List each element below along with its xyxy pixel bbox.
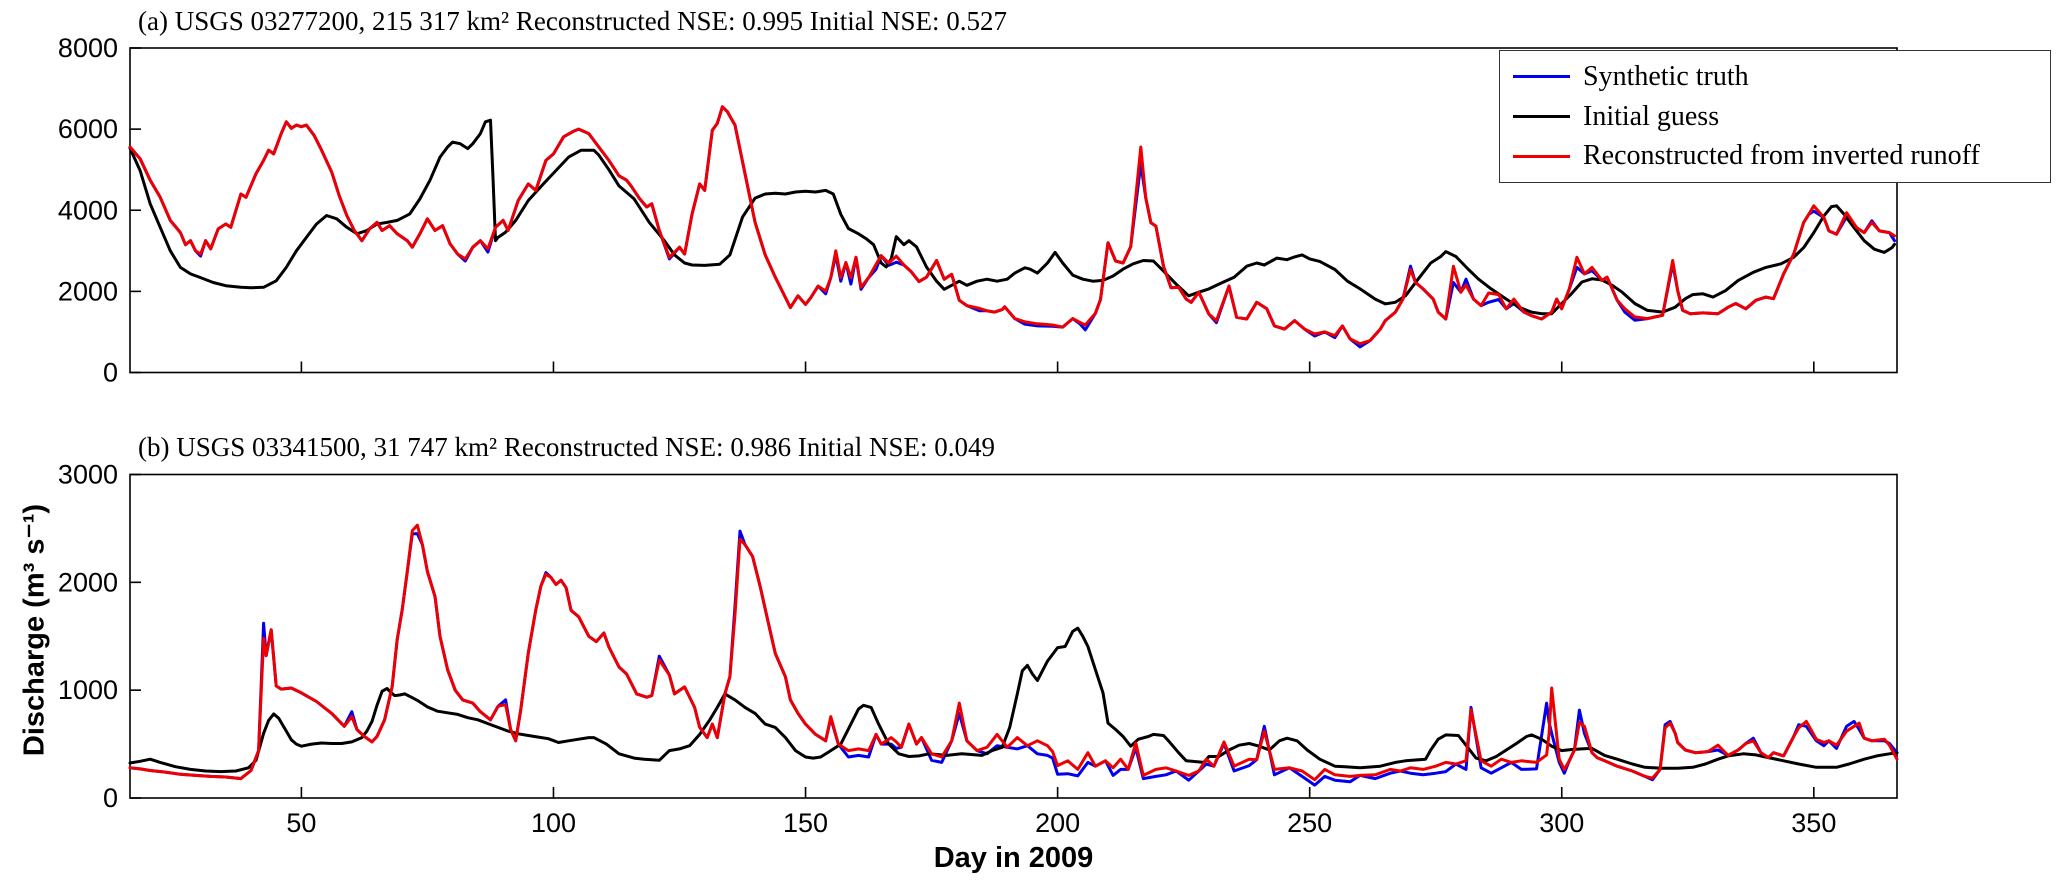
legend-item-initial-guess: Initial guess — [1500, 100, 2050, 132]
x-tick-label: 250 — [1287, 808, 1332, 838]
x-tick-label: 300 — [1539, 808, 1584, 838]
y-tick-label: 8000 — [58, 33, 118, 63]
panel-b: 0 1000 2000 3000 50 100 150 200 250 300 350 — [58, 460, 1899, 838]
y-tick-label: 4000 — [58, 195, 118, 225]
panel-a-title: (a) USGS 03277200, 215 317 km² Reconstru… — [138, 6, 1008, 36]
x-tick-label: 350 — [1791, 808, 1836, 838]
legend-item-reconstructed: Reconstructed from inverted runoff — [1500, 142, 2050, 170]
x-tick-label: 150 — [783, 808, 828, 838]
y-tick-label: 1000 — [58, 675, 118, 705]
legend-label: Reconstructed from inverted runoff — [1583, 140, 1980, 172]
legend-line-sample-blue — [1513, 75, 1570, 79]
legend-box: Synthetic truth Initial guess Reconstruc… — [1499, 50, 2051, 183]
y-tick-label: 2000 — [58, 276, 118, 306]
legend-item-synthetic-truth: Synthetic truth — [1500, 60, 2050, 92]
legend-line-sample-black — [1513, 115, 1570, 118]
legend-label: Initial guess — [1583, 100, 1720, 132]
panel-a-series-initial-guess — [128, 118, 1896, 316]
panel-a-series-reconstructed-from-inverted-runoff — [128, 105, 1896, 346]
y-tick-label: 3000 — [58, 460, 118, 490]
x-tick-label: 200 — [1035, 808, 1080, 838]
x-axis-label: Day in 2009 — [933, 842, 1094, 874]
y-tick-label: 6000 — [58, 114, 118, 144]
y-tick-label: 0 — [103, 358, 118, 388]
panel-b-title: (b) USGS 03341500, 31 747 km² Reconstruc… — [138, 432, 996, 462]
panel-b-series-initial-guess — [128, 626, 1899, 774]
panel-b-frame — [129, 473, 1898, 799]
legend-label: Synthetic truth — [1583, 60, 1749, 92]
panel-a: 0 2000 4000 6000 8000 — [58, 33, 1898, 388]
y-tick-label: 0 — [103, 783, 118, 813]
y-tick-label: 2000 — [58, 567, 118, 597]
panel-b-series-reconstructed-from-inverted-runoff — [128, 523, 1899, 782]
x-tick-label: 50 — [286, 808, 316, 838]
x-tick-label: 100 — [531, 808, 576, 838]
y-axis-label: Discharge (m³ s⁻¹) — [18, 503, 51, 757]
legend-line-sample-red — [1513, 154, 1570, 158]
